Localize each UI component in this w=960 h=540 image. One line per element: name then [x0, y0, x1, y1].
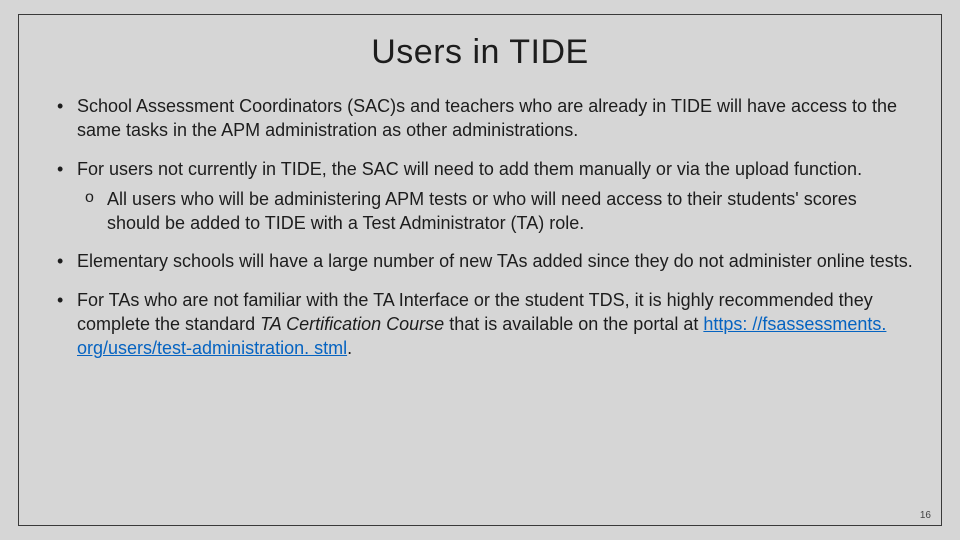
bullet-text-suffix: . [347, 338, 352, 358]
bullet-text: Elementary schools will have a large num… [77, 251, 913, 271]
bullet-text: School Assessment Coordinators (SAC)s an… [77, 96, 897, 140]
list-item: For users not currently in TIDE, the SAC… [47, 157, 913, 236]
slide-title: Users in TIDE [47, 33, 913, 72]
list-item: Elementary schools will have a large num… [47, 249, 913, 273]
list-item: For TAs who are not familiar with the TA… [47, 288, 913, 361]
bullet-list: School Assessment Coordinators (SAC)s an… [47, 94, 913, 361]
sub-bullet-text: All users who will be administering APM … [107, 189, 857, 233]
sub-bullet-list: All users who will be administering APM … [77, 187, 913, 236]
sub-list-item: All users who will be administering APM … [77, 187, 913, 236]
page-number: 16 [920, 510, 931, 521]
bullet-text: For users not currently in TIDE, the SAC… [77, 159, 862, 179]
slide-frame: Users in TIDE School Assessment Coordina… [18, 14, 942, 526]
italic-phrase: TA Certification Course [260, 314, 444, 334]
list-item: School Assessment Coordinators (SAC)s an… [47, 94, 913, 143]
bullet-text-mid: that is available on the portal at [444, 314, 703, 334]
